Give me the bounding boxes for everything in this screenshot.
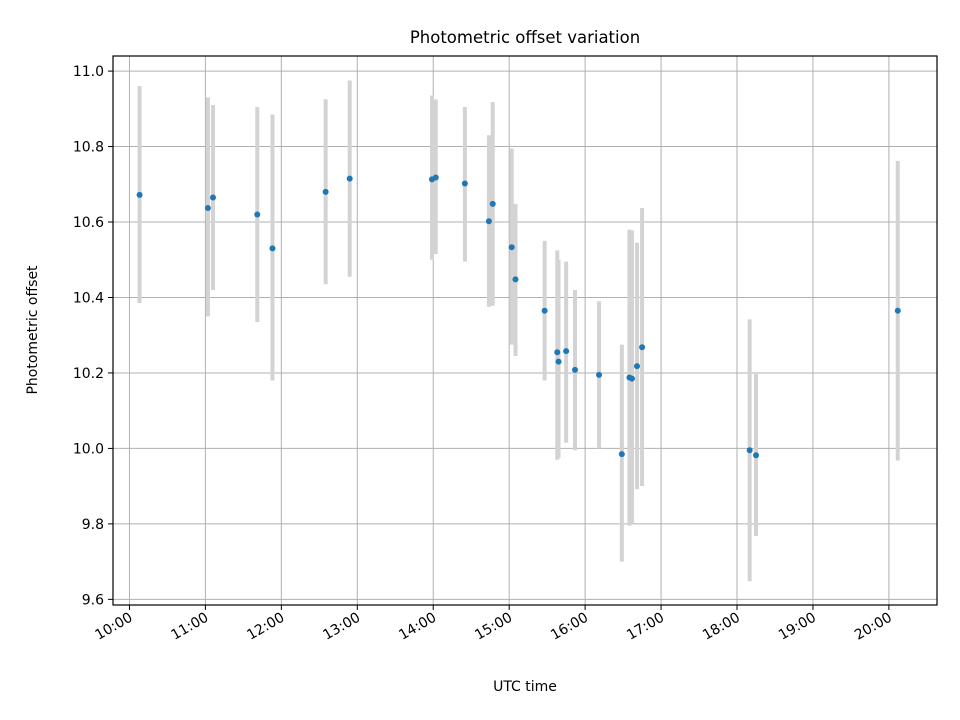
data-point bbox=[204, 205, 211, 212]
data-point bbox=[209, 194, 216, 201]
data-point bbox=[322, 188, 329, 195]
data-point bbox=[489, 200, 496, 207]
plot-area bbox=[113, 56, 937, 605]
y-tick-label: 10.8 bbox=[73, 140, 104, 156]
data-point bbox=[894, 307, 901, 314]
data-point bbox=[508, 244, 515, 251]
y-tick-label: 10.0 bbox=[73, 441, 104, 457]
y-axis-ticks: 9.6 9.8 10.0 10.2 10.4 10.6 10.8 11.0 bbox=[73, 64, 113, 608]
data-point bbox=[541, 307, 548, 314]
y-tick-label: 9.8 bbox=[82, 517, 104, 533]
y-tick-label: 10.4 bbox=[73, 290, 104, 306]
data-point bbox=[746, 447, 753, 454]
data-point bbox=[563, 348, 570, 355]
y-tick-label: 11.0 bbox=[73, 64, 104, 80]
y-axis-label: Photometric offset bbox=[25, 265, 41, 395]
chart-title: Photometric offset variation bbox=[410, 28, 640, 47]
data-point bbox=[269, 245, 276, 252]
data-point bbox=[461, 180, 468, 187]
y-tick-label: 10.6 bbox=[73, 215, 104, 231]
data-point bbox=[618, 451, 625, 458]
data-point bbox=[432, 174, 439, 181]
data-point bbox=[639, 344, 646, 351]
x-axis-label: UTC time bbox=[493, 679, 557, 695]
data-point bbox=[628, 375, 635, 382]
data-point bbox=[555, 358, 562, 365]
plot-frame bbox=[112, 55, 938, 606]
data-point bbox=[136, 191, 143, 198]
data-point bbox=[571, 366, 578, 373]
data-points bbox=[136, 174, 901, 459]
y-tick-label: 9.6 bbox=[82, 592, 104, 608]
data-point bbox=[752, 452, 759, 459]
data-point bbox=[634, 363, 641, 370]
data-point bbox=[512, 276, 519, 283]
y-tick-label: 10.2 bbox=[73, 366, 104, 382]
data-point bbox=[346, 175, 353, 182]
data-point bbox=[554, 349, 561, 356]
data-point bbox=[596, 371, 603, 378]
y-gridlines bbox=[113, 70, 937, 600]
data-point bbox=[485, 218, 492, 225]
data-point bbox=[254, 211, 261, 218]
